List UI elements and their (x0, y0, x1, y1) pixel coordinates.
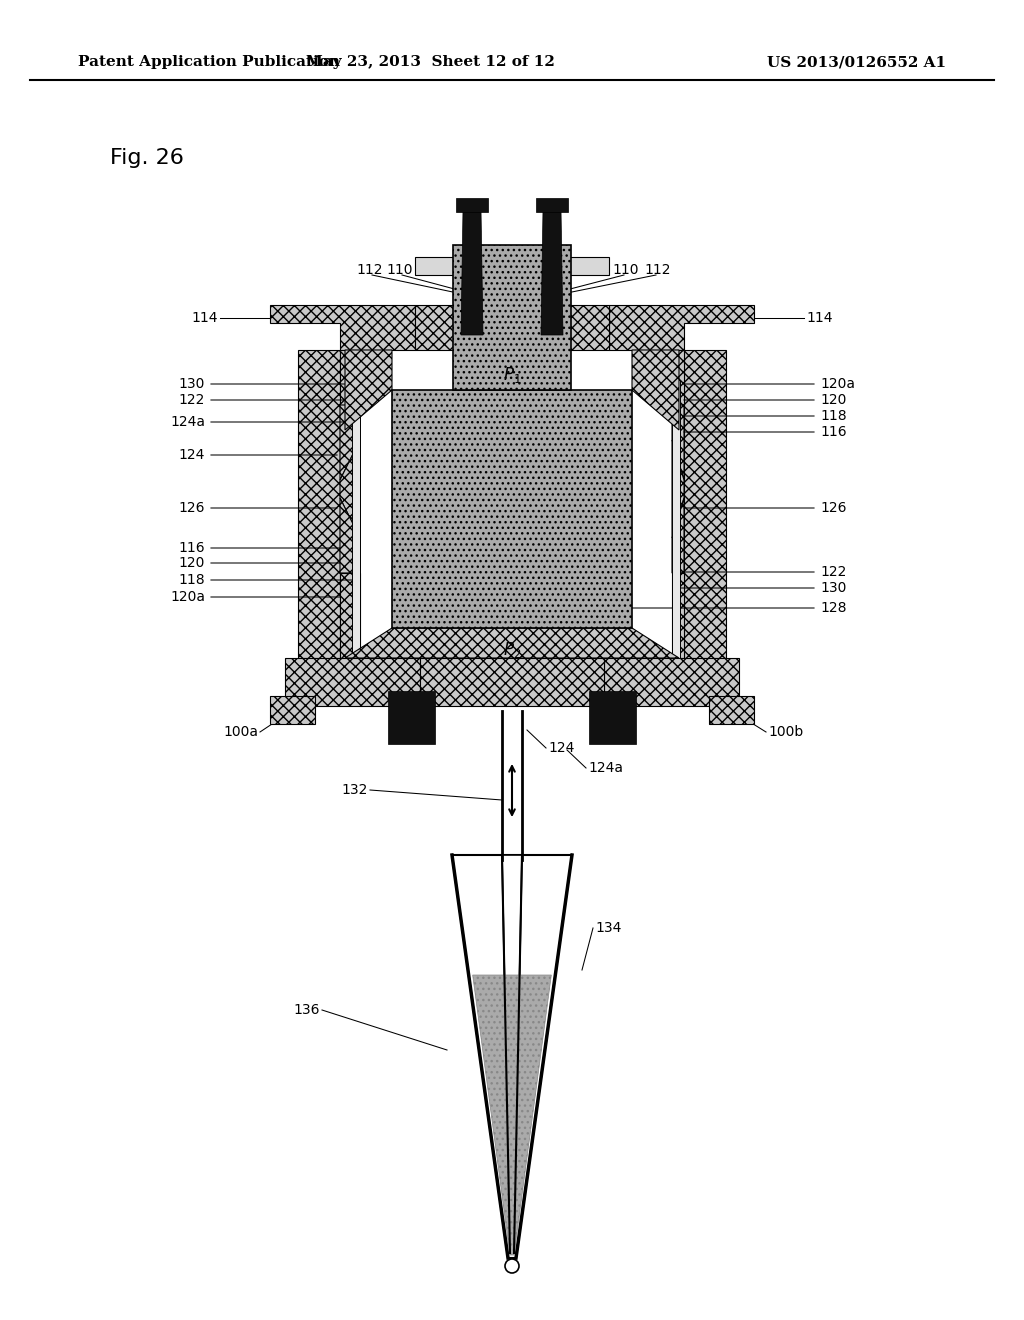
Polygon shape (270, 696, 315, 723)
Text: 134: 134 (595, 921, 622, 935)
Polygon shape (672, 405, 684, 480)
Polygon shape (672, 573, 684, 657)
Polygon shape (632, 350, 679, 430)
Text: 116: 116 (820, 425, 847, 440)
Bar (456, 198, 488, 213)
Text: 116: 116 (178, 541, 205, 554)
Text: 114: 114 (191, 312, 218, 325)
Text: 110: 110 (612, 263, 639, 277)
Bar (352, 380, 360, 657)
Polygon shape (672, 350, 684, 405)
Text: 118: 118 (820, 409, 847, 422)
Text: 124: 124 (548, 741, 574, 755)
Text: 122: 122 (820, 565, 847, 579)
Text: Patent Application Publication: Patent Application Publication (78, 55, 340, 69)
Text: 124a: 124a (170, 414, 205, 429)
Polygon shape (502, 855, 522, 1253)
Text: 112: 112 (645, 263, 672, 277)
Text: 136: 136 (294, 1003, 319, 1016)
Polygon shape (340, 440, 360, 539)
Text: 120: 120 (178, 556, 205, 570)
Polygon shape (270, 305, 415, 350)
Polygon shape (345, 350, 392, 430)
Polygon shape (285, 657, 420, 706)
Polygon shape (340, 405, 360, 480)
Polygon shape (672, 440, 684, 539)
Polygon shape (340, 498, 360, 573)
Polygon shape (452, 855, 572, 1258)
Bar (388, 690, 435, 744)
Text: $P_1$: $P_1$ (503, 366, 521, 385)
Polygon shape (541, 210, 563, 335)
Bar (415, 257, 609, 275)
Polygon shape (473, 975, 551, 1255)
Polygon shape (709, 696, 754, 723)
Text: Fig. 26: Fig. 26 (110, 148, 184, 168)
Polygon shape (672, 498, 684, 573)
Text: 130: 130 (820, 581, 847, 595)
Text: 126: 126 (178, 502, 205, 515)
Bar (536, 198, 568, 213)
Text: 122: 122 (178, 393, 205, 407)
Polygon shape (345, 628, 679, 657)
Text: 100b: 100b (768, 725, 803, 739)
Text: 124: 124 (178, 447, 205, 462)
Polygon shape (415, 305, 609, 350)
Bar (684, 350, 726, 657)
Text: 100a: 100a (223, 725, 258, 739)
Text: 118: 118 (178, 573, 205, 587)
Bar (298, 350, 340, 657)
Text: 132: 132 (342, 783, 368, 797)
Polygon shape (604, 657, 739, 706)
Text: 120a: 120a (820, 378, 855, 391)
Text: $P_2$: $P_2$ (503, 640, 521, 660)
Text: US 2013/0126552 A1: US 2013/0126552 A1 (767, 55, 946, 69)
Text: May 23, 2013  Sheet 12 of 12: May 23, 2013 Sheet 12 of 12 (305, 55, 554, 69)
Polygon shape (609, 305, 754, 350)
Text: 130: 130 (178, 378, 205, 391)
Text: 120: 120 (820, 393, 847, 407)
Text: 124a: 124a (588, 762, 623, 775)
Polygon shape (340, 573, 360, 657)
Bar (453, 246, 571, 389)
Text: 128: 128 (820, 601, 847, 615)
Bar (672, 380, 680, 657)
Text: 114: 114 (806, 312, 833, 325)
Text: 112: 112 (356, 263, 383, 277)
Bar (392, 389, 632, 628)
Polygon shape (461, 210, 483, 335)
Bar (589, 690, 636, 744)
Circle shape (505, 1259, 519, 1272)
Polygon shape (340, 350, 360, 405)
Text: 110: 110 (387, 263, 414, 277)
Polygon shape (420, 657, 604, 706)
Text: 120a: 120a (170, 590, 205, 605)
Text: 126: 126 (820, 502, 847, 515)
